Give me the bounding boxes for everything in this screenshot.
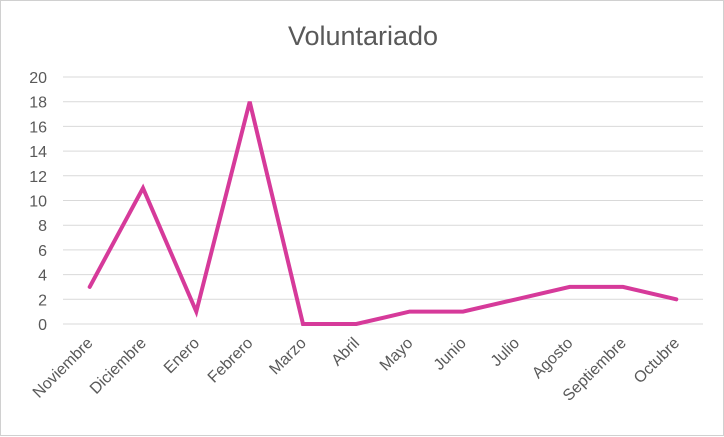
x-tick-label: Marzo	[266, 335, 310, 379]
x-tick-label: Junio	[431, 335, 470, 374]
y-axis-ticks: 0 2 4 6 8 10 12 14 16 18 20	[29, 70, 47, 334]
x-tick-label: Diciembre	[87, 335, 150, 398]
y-tick-label: 2	[38, 292, 47, 309]
y-tick-label: 16	[29, 119, 47, 136]
y-tick-label: 6	[38, 243, 47, 260]
y-tick-label: 12	[29, 169, 47, 186]
y-tick-label: 8	[38, 218, 47, 235]
y-tick-label: 14	[29, 144, 47, 161]
x-tick-label: Agosto	[529, 335, 576, 382]
y-tick-label: 20	[29, 70, 47, 87]
x-tick-label: Febrero	[205, 335, 257, 387]
y-tick-label: 4	[38, 268, 47, 285]
y-tick-label: 18	[29, 95, 47, 112]
x-tick-label: Enero	[161, 335, 203, 377]
x-tick-label: Mayo	[377, 335, 417, 375]
series-line	[90, 102, 677, 324]
chart-title: Voluntariado	[288, 21, 438, 51]
y-tick-label: 10	[29, 194, 47, 211]
x-tick-label: Noviembre	[30, 335, 97, 402]
x-tick-label: Julio	[488, 335, 523, 370]
x-tick-label: Octubre	[631, 335, 683, 387]
y-tick-label: 0	[38, 317, 47, 334]
series	[90, 102, 677, 324]
x-tick-label: Abril	[329, 335, 364, 370]
